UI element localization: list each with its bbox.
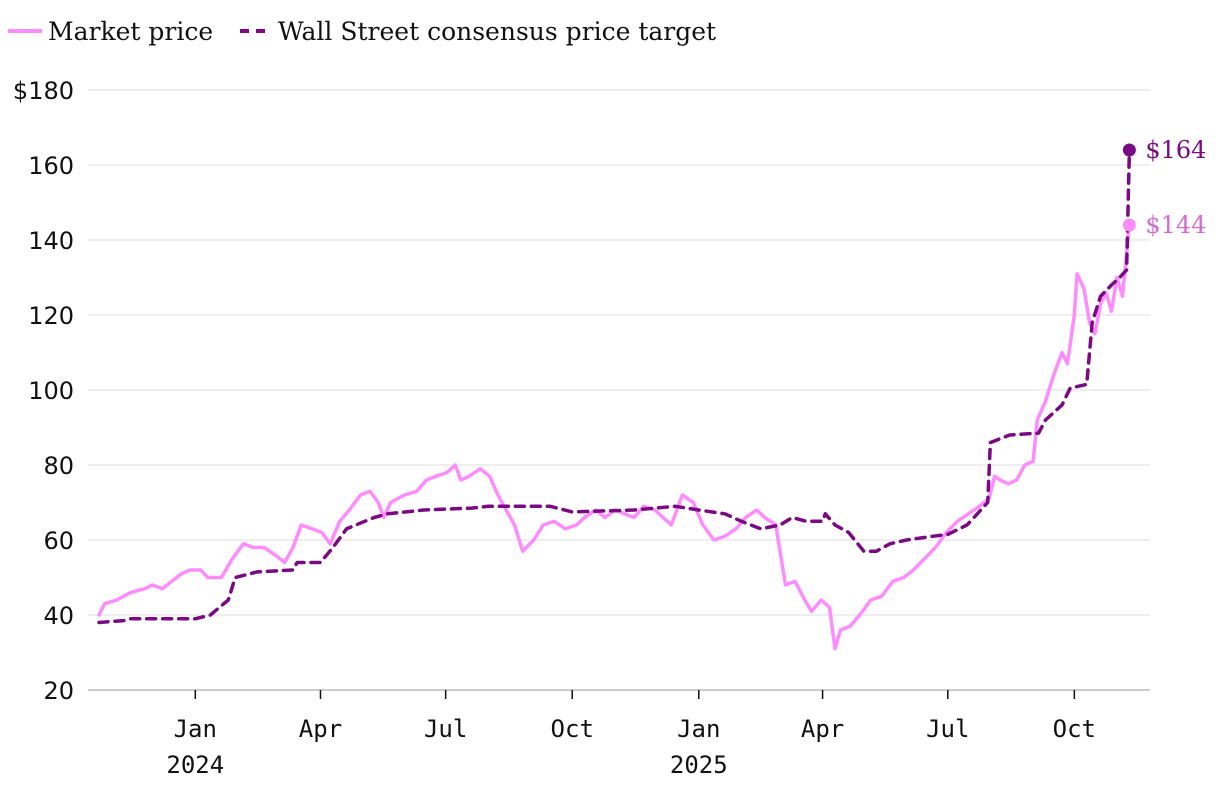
y-tick-label: 60: [43, 527, 74, 555]
x-tick-label: Jan: [174, 715, 217, 743]
series-line-market-price: [97, 223, 1132, 651]
x-tick-label: Oct: [1053, 715, 1096, 743]
y-tick-label: 140: [28, 227, 74, 255]
y-tick-label: 80: [43, 452, 74, 480]
y-tick-label: 20: [43, 677, 74, 705]
x-tick-label: Jul: [424, 715, 467, 743]
x-tick-year-label: 2025: [670, 751, 728, 779]
end-label-market-price: $144: [1145, 211, 1206, 239]
x-tick-label: Jul: [926, 715, 969, 743]
end-label-price-target: $164: [1145, 136, 1206, 164]
end-marker-market-price: [1122, 218, 1136, 232]
legend: Market price Wall Street consensus price…: [8, 17, 716, 46]
y-tick-label: 160: [28, 152, 74, 180]
y-tick-label: $180: [13, 77, 74, 105]
y-axis: 20 40 60 80 100 120 140 160 $180: [13, 77, 74, 705]
legend-label-market-price: Market price: [48, 17, 213, 46]
y-tick-label: 120: [28, 302, 74, 330]
legend-label-price-target: Wall Street consensus price target: [278, 17, 716, 46]
x-axis: Jan 2024 Apr Jul Oct Jan 2025 Apr Jul Oct: [166, 690, 1096, 779]
gridlines: [88, 89, 1150, 691]
y-tick-label: 40: [43, 602, 74, 630]
x-tick-year-label: 2024: [166, 751, 224, 779]
x-tick-label: Oct: [551, 715, 594, 743]
x-tick-label: Jan: [677, 715, 720, 743]
series-line-price-target: [97, 148, 1132, 625]
series-lines: [97, 148, 1132, 651]
x-tick-label: Apr: [801, 715, 844, 743]
y-tick-label: 100: [28, 377, 74, 405]
end-markers: $144 $164: [1122, 136, 1206, 239]
end-marker-price-target: [1122, 143, 1136, 157]
x-tick-label: Apr: [299, 715, 342, 743]
